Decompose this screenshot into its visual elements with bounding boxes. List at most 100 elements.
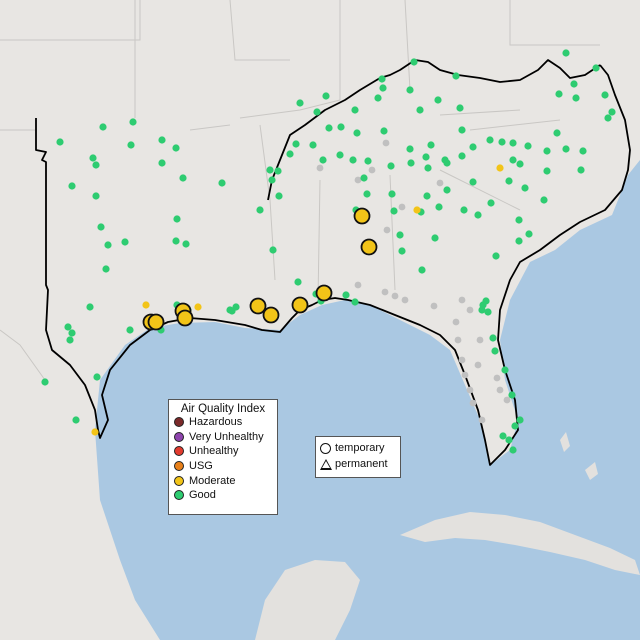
monitor-no-data[interactable]: [466, 386, 474, 394]
monitor-no-data[interactable]: [354, 281, 362, 289]
monitor-good[interactable]: [158, 136, 166, 144]
monitor-no-data[interactable]: [430, 302, 438, 310]
monitor-good[interactable]: [525, 230, 533, 238]
monitor-good[interactable]: [604, 114, 612, 122]
monitor-good[interactable]: [515, 237, 523, 245]
monitor-good[interactable]: [424, 164, 432, 172]
monitor-no-data[interactable]: [466, 306, 474, 314]
monitor-no-data[interactable]: [368, 166, 376, 174]
monitor-good[interactable]: [434, 96, 442, 104]
monitor-good[interactable]: [443, 186, 451, 194]
monitor-good[interactable]: [64, 323, 72, 331]
monitor-good[interactable]: [511, 422, 519, 430]
monitor-moderate[interactable]: [142, 301, 150, 309]
monitor-no-data[interactable]: [398, 203, 406, 211]
monitor-good[interactable]: [337, 123, 345, 131]
monitor-no-data[interactable]: [458, 356, 466, 364]
monitor-no-data[interactable]: [383, 226, 391, 234]
monitor-good[interactable]: [543, 167, 551, 175]
monitor-good[interactable]: [266, 166, 274, 174]
monitor-no-data[interactable]: [496, 386, 504, 394]
monitor-good[interactable]: [228, 307, 236, 315]
monitor-good[interactable]: [56, 138, 64, 146]
monitor-good[interactable]: [592, 64, 600, 72]
monitor-good[interactable]: [286, 150, 294, 158]
monitor-good[interactable]: [474, 211, 482, 219]
monitor-good[interactable]: [313, 108, 321, 116]
monitor-good[interactable]: [501, 366, 509, 374]
monitor-good[interactable]: [102, 265, 110, 273]
monitor-good[interactable]: [562, 145, 570, 153]
monitor-good[interactable]: [269, 246, 277, 254]
monitor-good[interactable]: [390, 207, 398, 215]
monitor-good[interactable]: [570, 80, 578, 88]
monitor-good[interactable]: [172, 144, 180, 152]
monitor-good[interactable]: [353, 129, 361, 137]
monitor-no-data[interactable]: [474, 361, 482, 369]
monitor-good[interactable]: [431, 234, 439, 242]
monitor-good[interactable]: [562, 49, 570, 57]
monitor-good[interactable]: [41, 378, 49, 386]
monitor-good[interactable]: [121, 238, 129, 246]
monitor-moderate-temporary[interactable]: [249, 297, 267, 315]
monitor-good[interactable]: [509, 446, 517, 454]
monitor-moderate-temporary[interactable]: [291, 296, 309, 314]
monitor-moderate[interactable]: [413, 206, 421, 214]
monitor-good[interactable]: [601, 91, 609, 99]
monitor-good[interactable]: [489, 334, 497, 342]
monitor-moderate[interactable]: [91, 428, 99, 436]
monitor-no-data[interactable]: [354, 176, 362, 184]
monitor-moderate[interactable]: [496, 164, 504, 172]
monitor-good[interactable]: [540, 196, 548, 204]
monitor-good[interactable]: [398, 247, 406, 255]
monitor-no-data[interactable]: [316, 164, 324, 172]
monitor-good[interactable]: [469, 143, 477, 151]
monitor-good[interactable]: [443, 159, 451, 167]
monitor-good[interactable]: [86, 303, 94, 311]
monitor-good[interactable]: [482, 297, 490, 305]
monitor-good[interactable]: [505, 436, 513, 444]
monitor-good[interactable]: [360, 174, 368, 182]
monitor-good[interactable]: [158, 159, 166, 167]
monitor-good[interactable]: [256, 206, 264, 214]
monitor-good[interactable]: [577, 166, 585, 174]
monitor-good[interactable]: [218, 179, 226, 187]
monitor-good[interactable]: [608, 108, 616, 116]
monitor-good[interactable]: [505, 177, 513, 185]
monitor-good[interactable]: [396, 231, 404, 239]
monitor-good[interactable]: [499, 432, 507, 440]
monitor-good[interactable]: [380, 127, 388, 135]
monitor-good[interactable]: [418, 266, 426, 274]
monitor-good[interactable]: [572, 94, 580, 102]
monitor-good[interactable]: [275, 192, 283, 200]
monitor-good[interactable]: [99, 123, 107, 131]
monitor-moderate-temporary[interactable]: [147, 313, 165, 331]
monitor-good[interactable]: [325, 124, 333, 132]
monitor-good[interactable]: [93, 373, 101, 381]
monitor-good[interactable]: [268, 176, 276, 184]
monitor-good[interactable]: [104, 241, 112, 249]
monitor-no-data[interactable]: [381, 288, 389, 296]
monitor-no-data[interactable]: [382, 139, 390, 147]
monitor-good[interactable]: [406, 145, 414, 153]
monitor-good[interactable]: [173, 215, 181, 223]
monitor-good[interactable]: [524, 142, 532, 150]
monitor-good[interactable]: [553, 129, 561, 137]
monitor-no-data[interactable]: [436, 179, 444, 187]
monitor-good[interactable]: [508, 391, 516, 399]
monitor-good[interactable]: [296, 99, 304, 107]
monitor-good[interactable]: [182, 240, 190, 248]
monitor-good[interactable]: [129, 118, 137, 126]
monitor-good[interactable]: [516, 160, 524, 168]
monitor-good[interactable]: [487, 199, 495, 207]
monitor-good[interactable]: [379, 84, 387, 92]
monitor-good[interactable]: [492, 252, 500, 260]
monitor-moderate-temporary[interactable]: [262, 306, 280, 324]
monitor-no-data[interactable]: [461, 371, 469, 379]
monitor-no-data[interactable]: [469, 399, 477, 407]
monitor-good[interactable]: [407, 159, 415, 167]
monitor-good[interactable]: [498, 138, 506, 146]
monitor-no-data[interactable]: [401, 296, 409, 304]
monitor-good[interactable]: [423, 192, 431, 200]
